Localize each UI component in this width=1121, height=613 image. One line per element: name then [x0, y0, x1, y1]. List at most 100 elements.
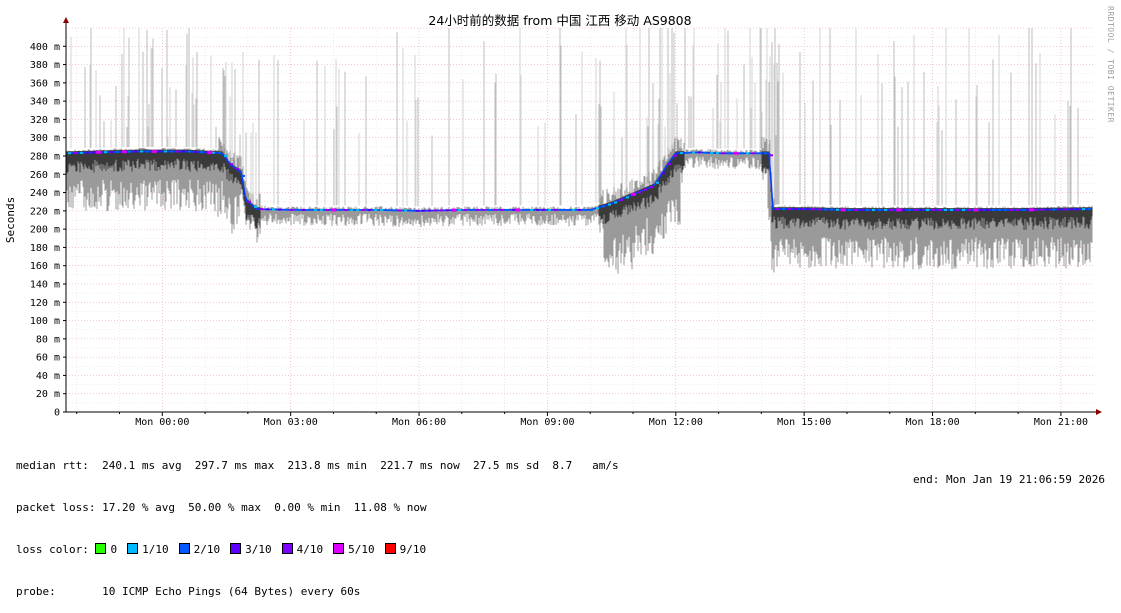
median-dot [866, 208, 869, 211]
median-dot [572, 208, 575, 211]
y-tick-label: 260 m [30, 170, 60, 181]
median-dot [458, 209, 461, 212]
y-tick-label: 380 m [30, 60, 60, 71]
x-tick-label: Mon 18:00 [905, 417, 959, 428]
median-dot [434, 209, 437, 212]
x-tick-label: Mon 21:00 [1034, 417, 1088, 428]
loss-color-item: 3/10 [230, 543, 272, 556]
loss-mark [331, 208, 337, 212]
median-dot [884, 208, 887, 211]
median-dot [548, 208, 551, 211]
median-dot [692, 151, 695, 154]
median-dot [1046, 208, 1049, 211]
median-dot [182, 150, 185, 153]
median-dot [608, 203, 611, 206]
loss-mark [121, 150, 127, 154]
loss-mark [896, 208, 902, 212]
median-dot [1052, 208, 1055, 211]
loss-color-swatch [178, 543, 190, 554]
median-dot [170, 150, 173, 153]
median-dot [776, 208, 779, 211]
median-dot [272, 208, 275, 211]
median-dot [362, 208, 365, 211]
median-dot [722, 152, 725, 155]
median-dot [908, 208, 911, 211]
median-dot [578, 208, 581, 211]
median-dot [848, 208, 851, 211]
median-dot [674, 154, 677, 157]
median-dot [680, 152, 683, 155]
median-dot [638, 191, 641, 194]
loss-color-row: loss color: 0 1/10 2/10 3/10 4/10 5/10 9/10 [16, 543, 619, 557]
median-dot [92, 151, 95, 154]
median-dot [380, 209, 383, 212]
y-axis-label: Seconds [4, 197, 17, 243]
median-dot [806, 208, 809, 211]
loss-color-swatch [333, 543, 345, 554]
y-tick-label: 20 m [36, 389, 60, 400]
y-tick-label: 60 m [36, 353, 60, 364]
median-dot [110, 151, 113, 154]
loss-mark [973, 208, 979, 212]
median-dot [446, 209, 449, 212]
median-dot [932, 208, 935, 211]
median-dot [854, 208, 857, 211]
median-dot [212, 151, 215, 154]
median-dot [290, 208, 293, 211]
median-dot [494, 208, 497, 211]
median-dot [512, 208, 515, 211]
x-axis-arrow [1096, 409, 1102, 415]
median-dot [356, 208, 359, 211]
end-time: end: Mon Jan 19 21:06:59 2026 [912, 473, 1105, 486]
loss-mark [451, 208, 457, 212]
median-dot [602, 205, 605, 208]
rrdtool-watermark: RRDTOOL / TOBI OETIKER [1106, 6, 1115, 123]
median-dot [836, 208, 839, 211]
median-dot [668, 163, 671, 166]
median-dot [254, 205, 257, 208]
median-dot [686, 151, 689, 154]
median-dot [314, 208, 317, 211]
y-tick-label: 140 m [30, 280, 60, 291]
median-dot [740, 152, 743, 155]
y-tick-label: 80 m [36, 334, 60, 345]
median-dot [752, 152, 755, 155]
median-dot [938, 208, 941, 211]
smokeping-chart: 0 20 m 40 m 60 m 80 m 100 m 120 m 140 m 160 m 180… [4, 13, 1102, 428]
median-dot [278, 208, 281, 211]
loss-color-text: 1/10 [142, 543, 169, 556]
y-tick-label: 300 m [30, 133, 60, 144]
median-dot [248, 200, 251, 203]
median-dot [338, 208, 341, 211]
median-dot [194, 150, 197, 153]
median-dot [200, 151, 203, 154]
loss-color-text: 5/10 [348, 543, 375, 556]
median-dot [1076, 208, 1079, 211]
chart-title: 24小时前的数据 from 中国 江西 移动 AS9808 [428, 13, 691, 28]
loss-mark [515, 208, 521, 212]
median-series [67, 149, 1091, 212]
median-dot [422, 209, 425, 212]
median-dot [320, 208, 323, 211]
loss-color-text: 0 [110, 543, 118, 556]
median-dot [302, 208, 305, 211]
loss-color-text: 9/10 [399, 543, 427, 556]
median-dot [980, 208, 983, 211]
loss-mark [207, 151, 213, 155]
median-dot [818, 208, 821, 211]
median-dot [392, 209, 395, 212]
y-tick-label: 160 m [30, 261, 60, 272]
loss-mark [840, 208, 846, 212]
median-dot [944, 208, 947, 211]
median-dot [140, 150, 143, 153]
median-dot [164, 150, 167, 153]
y-tick-label: 0 [54, 408, 60, 419]
loss-color-text: 4/10 [296, 543, 324, 556]
median-dot [284, 208, 287, 211]
median-dot [746, 152, 749, 155]
y-tick-label: 40 m [36, 371, 60, 382]
median-dot [614, 201, 617, 204]
median-dot [542, 208, 545, 211]
median-dot [296, 208, 299, 211]
median-dot [524, 208, 527, 211]
